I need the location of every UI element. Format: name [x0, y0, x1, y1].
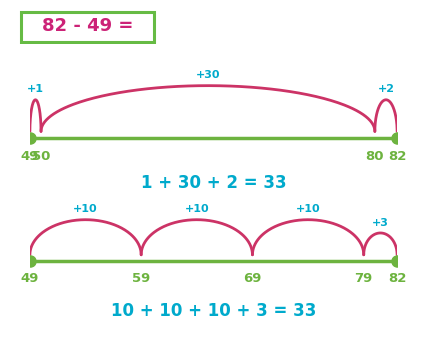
Text: 49: 49 [20, 272, 39, 285]
Text: +3: +3 [371, 217, 388, 227]
Text: 79: 79 [354, 272, 372, 285]
Text: 10 + 10 + 10 + 3 = 33: 10 + 10 + 10 + 3 = 33 [111, 302, 315, 320]
Text: 59: 59 [132, 272, 150, 285]
FancyBboxPatch shape [21, 12, 153, 42]
Text: 50: 50 [32, 150, 50, 163]
Text: +10: +10 [295, 204, 320, 214]
Text: +10: +10 [73, 204, 98, 214]
Text: 1 + 30 + 2 = 33: 1 + 30 + 2 = 33 [140, 173, 286, 192]
Text: 82: 82 [387, 272, 406, 285]
Text: +2: +2 [377, 84, 394, 94]
Text: 49: 49 [20, 150, 39, 163]
Text: 82: 82 [387, 150, 406, 163]
Text: +30: +30 [195, 70, 220, 80]
Text: 69: 69 [243, 272, 261, 285]
Text: 80: 80 [365, 150, 383, 163]
Text: 82 - 49 =: 82 - 49 = [42, 17, 133, 35]
Text: +10: +10 [184, 204, 209, 214]
Text: +1: +1 [27, 84, 44, 94]
